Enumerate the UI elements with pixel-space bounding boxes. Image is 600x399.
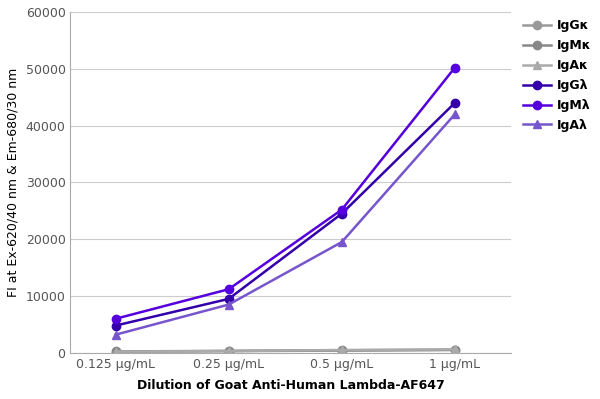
Line: IgGκ: IgGκ	[112, 346, 459, 356]
IgMλ	[112, 316, 119, 321]
IgGκ	[338, 348, 346, 353]
IgMκ	[451, 348, 458, 352]
IgGλ	[225, 296, 232, 301]
IgAλ	[451, 112, 458, 117]
IgGκ	[451, 348, 458, 352]
IgMλ	[338, 207, 346, 212]
IgGλ	[451, 101, 458, 105]
IgGκ	[112, 350, 119, 354]
IgAλ	[112, 332, 119, 337]
Line: IgGλ: IgGλ	[112, 99, 459, 330]
IgMλ	[225, 287, 232, 292]
IgAκ	[225, 349, 232, 354]
Legend: IgGκ, IgMκ, IgAκ, IgGλ, IgMλ, IgAλ: IgGκ, IgMκ, IgAκ, IgGλ, IgMλ, IgAλ	[522, 18, 593, 133]
Line: IgAκ: IgAκ	[112, 345, 459, 356]
IgAκ	[451, 347, 458, 352]
IgAλ	[338, 240, 346, 245]
Line: IgAλ: IgAλ	[112, 110, 459, 339]
Line: IgMκ: IgMκ	[112, 346, 459, 356]
IgGλ	[338, 211, 346, 216]
IgMκ	[112, 349, 119, 354]
IgGκ	[225, 349, 232, 354]
IgAλ	[225, 302, 232, 307]
IgAκ	[338, 348, 346, 352]
Y-axis label: FI at Ex-620/40 nm & Em-680/30 nm: FI at Ex-620/40 nm & Em-680/30 nm	[7, 68, 20, 297]
IgGλ	[112, 323, 119, 328]
IgAκ	[112, 349, 119, 354]
IgMλ	[451, 65, 458, 70]
IgMκ	[225, 348, 232, 353]
Line: IgMλ: IgMλ	[112, 63, 459, 323]
IgMκ	[338, 348, 346, 353]
X-axis label: Dilution of Goat Anti-Human Lambda-AF647: Dilution of Goat Anti-Human Lambda-AF647	[137, 379, 445, 392]
